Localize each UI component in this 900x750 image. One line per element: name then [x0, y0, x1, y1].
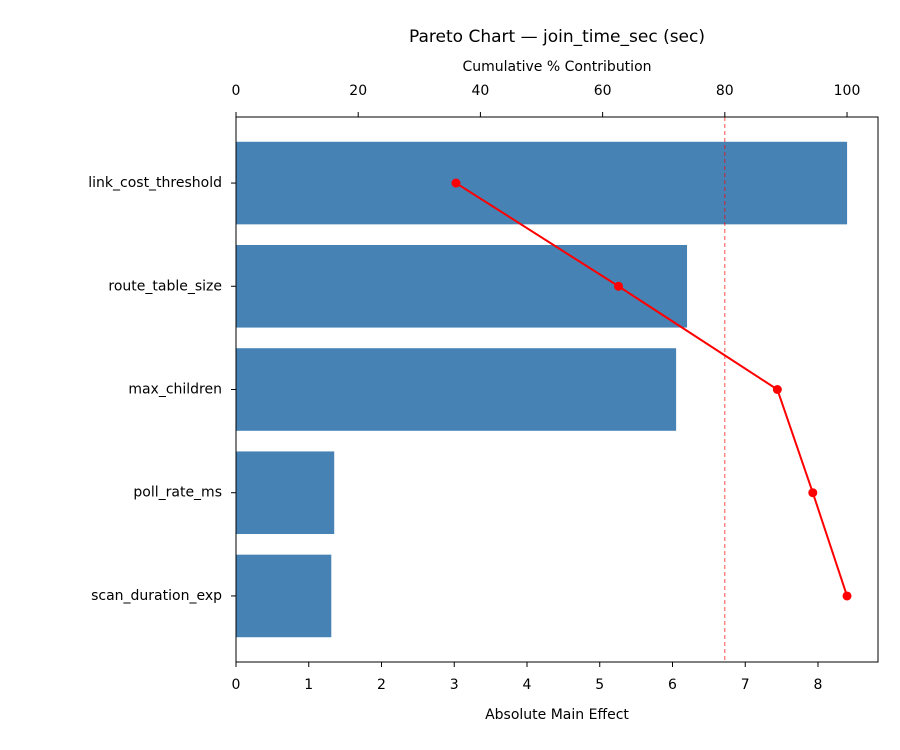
x-tick-label: 1: [304, 677, 313, 693]
x-tick-label: 6: [668, 677, 677, 693]
bar: [236, 141, 848, 225]
bar: [236, 244, 688, 328]
top-tick-label: 20: [349, 83, 367, 99]
x-tick-label: 4: [523, 677, 532, 693]
top-tick-label: 40: [471, 83, 489, 99]
cumulative-point: [842, 591, 852, 601]
x-tick-label: 7: [741, 677, 750, 693]
cumulative-point: [451, 178, 461, 188]
top-tick-label: 60: [594, 83, 612, 99]
y-tick-label: scan_duration_exp: [91, 588, 222, 604]
x-tick-label: 2: [377, 677, 386, 693]
top-axis-label: Cumulative % Contribution: [462, 59, 651, 75]
x-axis-label: Absolute Main Effect: [485, 707, 629, 723]
x-tick-label: 3: [450, 677, 459, 693]
bar: [236, 451, 335, 535]
y-tick-label: link_cost_threshold: [88, 175, 222, 191]
x-tick-label: 8: [814, 677, 823, 693]
cumulative-point: [613, 281, 623, 291]
cumulative-point: [808, 488, 818, 498]
y-tick-label: poll_rate_ms: [133, 485, 222, 501]
x-tick-label: 0: [232, 677, 241, 693]
cumulative-point: [772, 385, 782, 394]
top-tick-label: 0: [232, 83, 241, 99]
bar: [236, 554, 332, 638]
x-tick-label: 5: [595, 677, 604, 693]
chart-title: Pareto Chart — join_time_sec (sec): [409, 27, 705, 47]
y-tick-label: route_table_size: [108, 278, 222, 294]
top-tick-label: 100: [834, 83, 861, 99]
top-tick-label: 80: [716, 83, 734, 99]
bar: [236, 348, 677, 431]
y-tick-label: max_children: [128, 382, 222, 398]
